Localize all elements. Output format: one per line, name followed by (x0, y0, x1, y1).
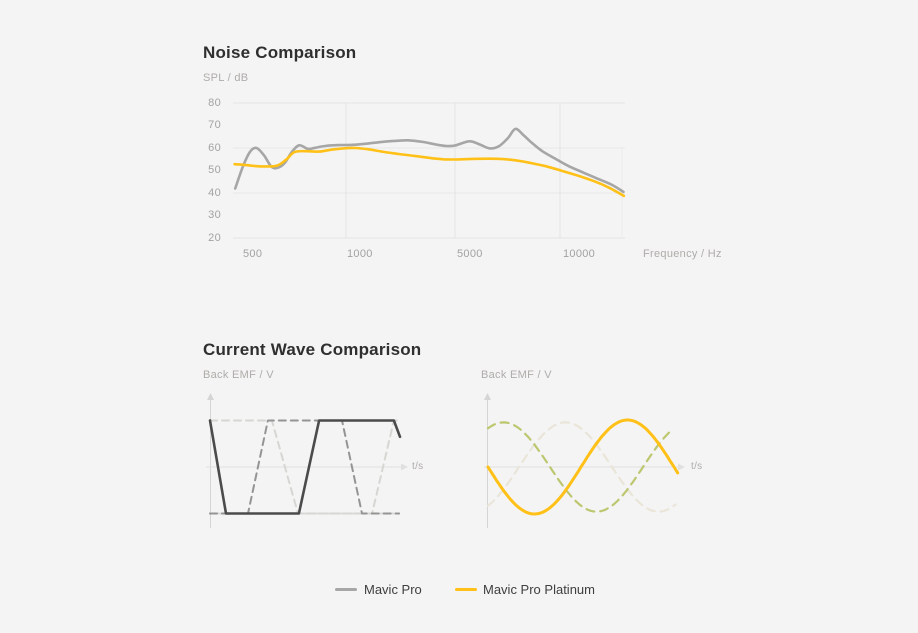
wave-right-y-axis-label: Back EMF / V (481, 369, 552, 381)
sine-wave-plot (484, 393, 685, 528)
noise-y-tick-80: 80 (208, 96, 221, 109)
sine-phase-3-highlighted (486, 418, 680, 516)
noise-y-axis-label: SPL / dB (203, 72, 249, 84)
noise-y-tick-20: 20 (208, 231, 221, 244)
noise-y-tick-30: 30 (208, 209, 221, 221)
wave-chart-title: Current Wave Comparison (203, 340, 422, 359)
wave-left-y-axis-arrow (207, 393, 214, 400)
noise-y-tick-70: 70 (208, 119, 221, 131)
noise-x-axis-label: Frequency / Hz (643, 248, 722, 260)
legend-swatch-mavic-pro-platinum (455, 588, 477, 591)
noise-x-tick-10000: 10000 (563, 248, 596, 260)
wave-left-t-axis-arrow (401, 463, 408, 471)
sine-phase-2 (486, 421, 673, 513)
noise-line-mavic-pro (233, 127, 625, 194)
noise-x-tick-1000: 1000 (347, 248, 373, 260)
noise-y-tick-50: 50 (208, 164, 221, 176)
legend-swatch-mavic-pro (335, 588, 357, 591)
noise-x-tick-5000: 5000 (457, 248, 483, 260)
noise-line-mavic-pro-platinum (233, 146, 626, 198)
wave-left-y-axis-label: Back EMF / V (203, 369, 274, 381)
trapezoid-wave-plot (206, 393, 408, 528)
legend-label-mavic-pro-platinum: Mavic Pro Platinum (483, 582, 595, 597)
noise-chart-title: Noise Comparison (203, 43, 357, 62)
noise-x-tick-500: 500 (243, 248, 263, 260)
wave-right-y-axis-arrow (484, 393, 491, 400)
noise-series-lines (233, 127, 626, 198)
wave-right-t-axis-arrow (678, 463, 685, 471)
noise-y-tick-60: 60 (208, 141, 221, 154)
legend-label-mavic-pro: Mavic Pro (364, 582, 422, 597)
trapezoid-phase-3-highlighted (208, 419, 402, 515)
wave-left-x-axis-label: t/s (412, 461, 424, 472)
sine-phase-1 (486, 421, 677, 513)
wave-right-x-axis-label: t/s (691, 461, 703, 472)
noise-gridlines (233, 102, 625, 239)
noise-y-tick-40: 40 (208, 186, 221, 199)
